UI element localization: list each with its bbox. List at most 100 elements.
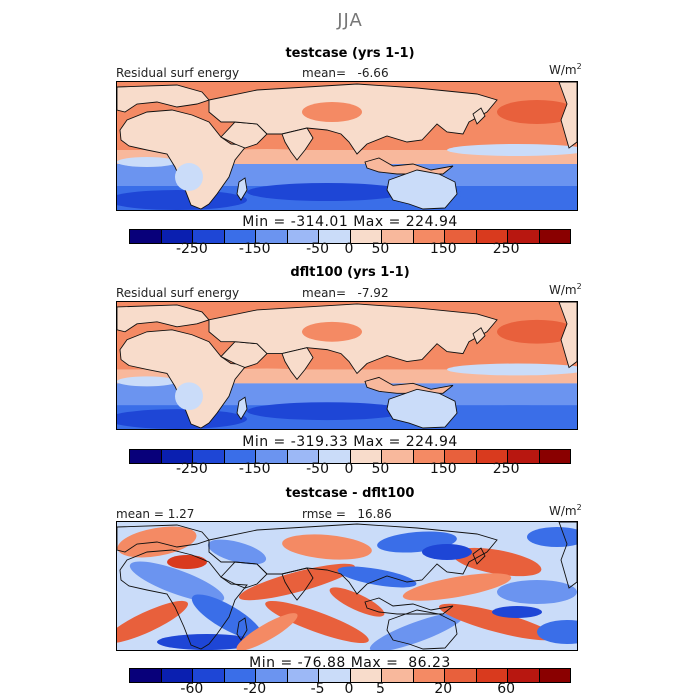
coastline-japan [472,327,486,345]
field-blob-13 [265,600,369,644]
colorbar-tick-label: -250 [175,461,208,477]
colorbar [129,229,571,244]
map-field [117,82,577,210]
field-cold-core-2 [247,183,407,201]
colorbar-segment [130,450,162,463]
coastline-madagascar [236,617,248,641]
colorbar-segment [319,669,351,682]
colorbar [129,449,571,464]
coastline-japan [472,547,486,565]
field-blob-1 [207,539,267,565]
coastline-australia [386,609,458,650]
colorbar-tick-label: 250 [492,241,520,257]
colorbar [129,668,571,683]
coastline-europe [117,84,210,113]
coastline-japan [472,107,486,125]
min-max-label: Min = -76.88 Max = 86.23 [249,655,451,671]
colorbar-segment [319,230,351,243]
colorbar-tick-label: -50 [306,241,329,257]
coastline-australia [386,169,458,210]
colorbar-segment [445,669,477,682]
colorbar-segment [476,230,508,243]
field-cold-core-3 [457,186,577,202]
left-label: Residual surf energy [116,66,240,80]
center-label: mean= -6.66 [302,66,389,80]
coastline-americas [558,82,577,149]
season-title: JJA [337,10,363,31]
colorbar-segment [193,450,225,463]
colorbar-segment [287,450,319,463]
colorbar-segment [193,230,225,243]
panel-title: testcase - dflt100 [285,486,415,501]
colorbar-segment [476,669,508,682]
colorbar-segment [256,230,288,243]
field-blob-15 [438,603,556,641]
coastline-indonesia [364,157,454,175]
field-blob-6 [129,561,225,603]
field-itcz-cool [447,144,577,156]
coastline-europe [117,304,210,333]
colorbar-segment [413,669,445,682]
units-text: W/m [549,504,577,518]
field-blob-19 [236,613,298,650]
colorbar-segment [224,669,256,682]
units-label: W/m2 [549,283,582,297]
colorbar-segment [476,450,508,463]
colorbar-segment [256,669,288,682]
colorbar-segment [256,450,288,463]
colorbar-segment [508,230,540,243]
coastline-madagascar [236,396,248,420]
coastline-madagascar [236,177,248,201]
colorbar-tick-label: 50 [371,461,390,477]
coastline-americas [558,522,577,589]
colorbar-tick-label: 60 [497,681,516,697]
colorbar-segment [413,450,445,463]
field-atl-cool [117,376,177,387]
coastline-africa [119,549,248,650]
colorbar-segment [350,450,382,463]
colorbar-segment [287,230,319,243]
colorbar-segment [413,230,445,243]
colorbar-segment [445,450,477,463]
colorbar-segment [539,230,570,243]
colorbar-segment [350,669,382,682]
map-panel [116,521,578,651]
colorbar-tick-label: 150 [429,461,457,477]
map-panel [116,81,578,211]
coastline-asia [208,523,498,595]
field-blob-11 [117,600,189,644]
units-superscript: 2 [576,62,582,71]
field-blob-10 [497,580,577,604]
field-blob-5 [527,527,577,547]
min-max-label: Min = -314.01 Max = 224.94 [242,214,458,230]
colorbar-segment [130,669,162,682]
field-blob-4 [452,547,542,577]
land-tibet-warm [302,102,362,122]
colorbar-segment [287,669,319,682]
colorbar-tick-label: -250 [175,241,208,257]
field-cold-core-3 [457,405,577,422]
colorbar-segment [161,669,193,682]
map-panel [116,301,578,430]
colorbar-tick-label: 20 [434,681,453,697]
field-blob-21 [167,555,207,569]
panel-title: dflt100 (yrs 1-1) [290,265,410,280]
colorbar-segment [508,669,540,682]
units-label: W/m2 [549,504,582,518]
units-label: W/m2 [549,62,582,77]
land-southern-africa-cool [175,163,203,191]
field-blob-17 [157,634,257,650]
coastline-africa [119,329,248,429]
coastline-africa [119,109,248,210]
field-blob-16 [537,620,577,644]
coastline-indonesia [364,376,454,394]
colorbar-tick-label: 50 [371,241,390,257]
field-blob-9 [402,573,512,601]
colorbar-tick-label: -5 [310,681,325,697]
field-blob-12 [191,594,263,640]
colorbar-tick-label: 0 [344,241,354,257]
field-blob-14 [369,612,465,650]
colorbar-segment [508,450,540,463]
map-field [117,522,577,650]
left-label: Residual surf energy [116,286,240,300]
